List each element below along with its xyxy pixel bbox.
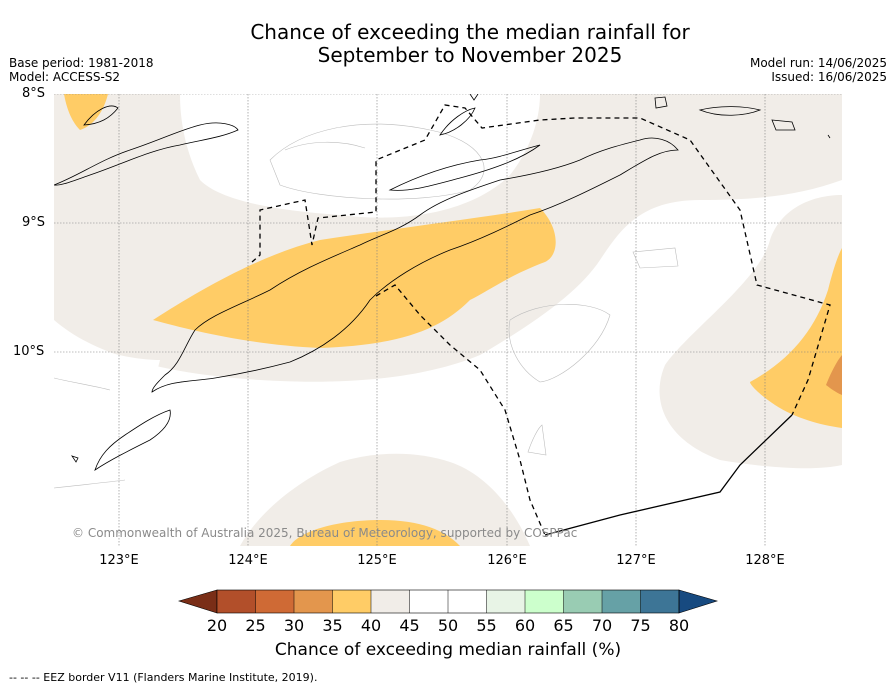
colorbar-tick-35: 35: [322, 616, 343, 635]
eez-border-dashed: [251, 104, 831, 416]
base-period: Base period: 1981-2018: [9, 56, 154, 70]
alor-coast: [388, 144, 541, 191]
island-north-coast: [83, 105, 119, 126]
copyright-notice: © Commonwealth of Australia 2025, Bureau…: [72, 526, 578, 540]
flores-coast: [54, 122, 239, 186]
lon-label-124e: 124°E: [228, 553, 268, 568]
lon-label-127e: 127°E: [616, 553, 656, 568]
model-run: Model run: 14/06/2025: [749, 56, 887, 70]
colorbar-tick-40: 40: [360, 616, 382, 635]
wetar-coast: [439, 107, 476, 136]
colorbar-tick-65: 65: [553, 616, 574, 635]
colorbar-tick-45: 45: [399, 616, 420, 635]
region-30-35-east: [826, 355, 842, 395]
colorbar-tick-50: 50: [437, 616, 459, 635]
eez-border-solid: [544, 414, 793, 536]
lat-label-9s: 9°S: [22, 215, 46, 230]
rote-coast: [94, 409, 171, 471]
region-35-40-northwest: [64, 94, 108, 130]
lon-label-126e: 126°E: [487, 553, 527, 568]
colorbar-tick-20: 20: [206, 616, 228, 635]
lat-label-8s: 8°S: [22, 86, 46, 101]
region-35-40-south: [290, 520, 460, 546]
colorbar-tick-30: 30: [283, 616, 305, 635]
colorbar-tick-60: 60: [514, 616, 536, 635]
colorbar-extend-low: [177, 589, 218, 614]
colorbar-extend-high: [678, 589, 719, 614]
colorbar-tick-55: 55: [476, 616, 497, 635]
lat-label-10s: 10°S: [13, 344, 45, 359]
white-gap-southwest: [54, 330, 160, 450]
colorbar-tick-70: 70: [591, 616, 613, 635]
model-name: Model: ACCESS-S2: [9, 70, 121, 84]
colorbar: [177, 589, 719, 614]
colorbar-tick-75: 75: [630, 616, 651, 635]
colorbar-title: Chance of exceeding median rainfall (%): [274, 640, 622, 660]
eez-footnote: -- -- -- EEZ border V11 (Flanders Marine…: [9, 671, 318, 684]
region-35-40-main: [153, 208, 556, 348]
region-40-45-south: [240, 453, 530, 546]
region-35-40-east: [750, 248, 842, 428]
lon-label-123e: 123°E: [99, 553, 139, 568]
map-title-line2: September to November 2025: [317, 43, 623, 67]
issued-date: Issued: 16/06/2025: [771, 70, 887, 84]
white-gap-north: [180, 94, 540, 218]
lon-label-128e: 128°E: [745, 553, 785, 568]
map-title-line1: Chance of exceeding the median rainfall …: [250, 20, 690, 44]
lon-label-125e: 125°E: [357, 553, 397, 568]
colorbar-tick-25: 25: [245, 616, 266, 635]
timor-coast: [151, 137, 679, 393]
colorbar-tick-80: 80: [668, 616, 690, 635]
small-island-coast-1: [71, 455, 79, 463]
